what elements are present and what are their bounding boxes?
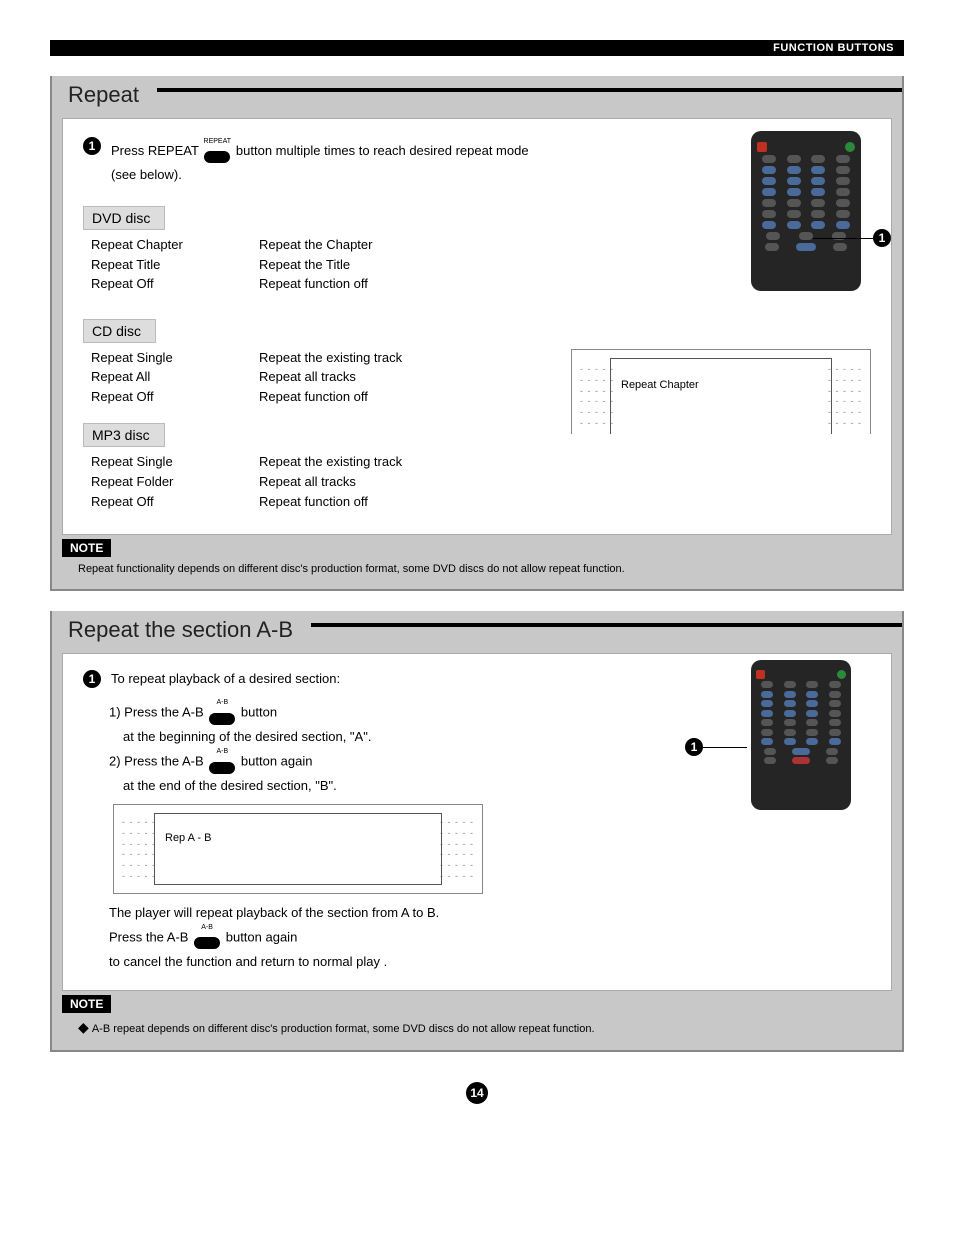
cell: Repeat Off [91,388,231,406]
cell: Repeat Folder [91,473,231,491]
line1b: button [241,705,277,720]
page-number-value: 14 [466,1082,488,1104]
cell: Repeat the Chapter [259,236,543,254]
callout-num-icon: 1 [873,229,891,247]
note-label: NOTE [62,539,111,557]
cell: Repeat All [91,368,231,386]
cell: Repeat the Title [259,256,543,274]
step1-pre: Press REPEAT [111,143,199,158]
section-title: Repeat the section A-B [52,611,311,645]
step-num-icon: 1 [83,137,101,155]
section-body: 1 1 To repeat playback of a desired sect… [62,653,892,991]
osd-display: - - - - -- - - - -- - - - -- - - - -- - … [571,349,871,434]
step-text: Press REPEAT REPEAT button multiple time… [111,137,543,184]
osd-display: - - - - -- - - - -- - - - -- - - - -- - … [113,804,483,894]
title-strip [311,623,902,643]
header-bar: FUNCTION BUTTONS [50,40,904,56]
remote-illustration [751,131,861,291]
cell: Repeat all tracks [259,473,543,491]
remote-illustration [751,660,851,810]
ab-button-icon: A-B [192,923,222,953]
after2a: Press the A-B [109,929,188,944]
page-number: 14 [50,1082,904,1104]
step-1: 1 Press REPEAT REPEAT button multiple ti… [83,137,543,184]
note-text: ◆ A-B repeat depends on different disc's… [62,1013,892,1036]
remote-callout: 1 [813,229,891,247]
cell: Repeat function off [259,275,543,293]
section-body: 1 1 Press REPEAT REPEAT button multiple … [62,118,892,535]
callout-num-icon: 1 [685,738,703,756]
cell: Repeat function off [259,388,543,406]
ab-button-icon: A-B [207,698,237,728]
cell: Repeat Off [91,493,231,511]
cell: Repeat function off [259,493,543,511]
line2a: 2) Press the A-B [109,754,204,769]
section-title-bar: Repeat [52,76,902,110]
osd-inner: Repeat Chapter [610,358,832,434]
section-title: Repeat [52,76,157,110]
dvd-table: Repeat Chapter Repeat the Chapter Repeat … [91,236,543,293]
after2b: button again [226,929,298,944]
cd-table: Repeat Single Repeat the existing track R… [91,349,543,406]
osd-text: Rep A - B [165,832,211,844]
osd-inner: Rep A - B [154,813,442,885]
subhead-mp3: MP3 disc [83,423,165,447]
cell: Repeat the existing track [259,453,543,471]
mp3-table: Repeat Single Repeat the existing track R… [91,453,543,510]
line1a: 1) Press the A-B [109,705,204,720]
ab-button-icon: A-B [207,747,237,777]
repeat-button-icon: REPEAT [202,137,232,166]
cell: Repeat Single [91,453,231,471]
note-label: NOTE [62,995,111,1013]
step-num-icon: 1 [83,670,101,688]
cell: Repeat Single [91,349,231,367]
osd-text: Repeat Chapter [621,379,699,391]
cell: Repeat Title [91,256,231,274]
title-strip [157,88,902,108]
remote-callout: 1 [685,738,747,756]
cell: Repeat the existing track [259,349,543,367]
subhead-dvd: DVD disc [83,206,165,230]
section-ab: Repeat the section A-B 1 1 To repeat pla… [50,611,904,1052]
after1: The player will repeat playback of the s… [109,904,871,923]
note-area: NOTE ◆ A-B repeat depends on different d… [52,991,902,1050]
ab-after: The player will repeat playback of the s… [109,904,871,972]
note-text: Repeat functionality depends on differen… [62,557,892,575]
line2b: button again [241,754,313,769]
cell: Repeat all tracks [259,368,543,386]
section-repeat: Repeat 1 1 Press REPEAT [50,76,904,591]
section-title-bar: Repeat the section A-B [52,611,902,645]
header-label: FUNCTION BUTTONS [773,42,894,54]
after3: to cancel the function and return to nor… [109,953,871,972]
subhead-cd: CD disc [83,319,156,343]
step-intro: To repeat playback of a desired section: [111,670,340,688]
cell: Repeat Off [91,275,231,293]
cell: Repeat Chapter [91,236,231,254]
note-area: NOTE Repeat functionality depends on dif… [52,535,902,589]
